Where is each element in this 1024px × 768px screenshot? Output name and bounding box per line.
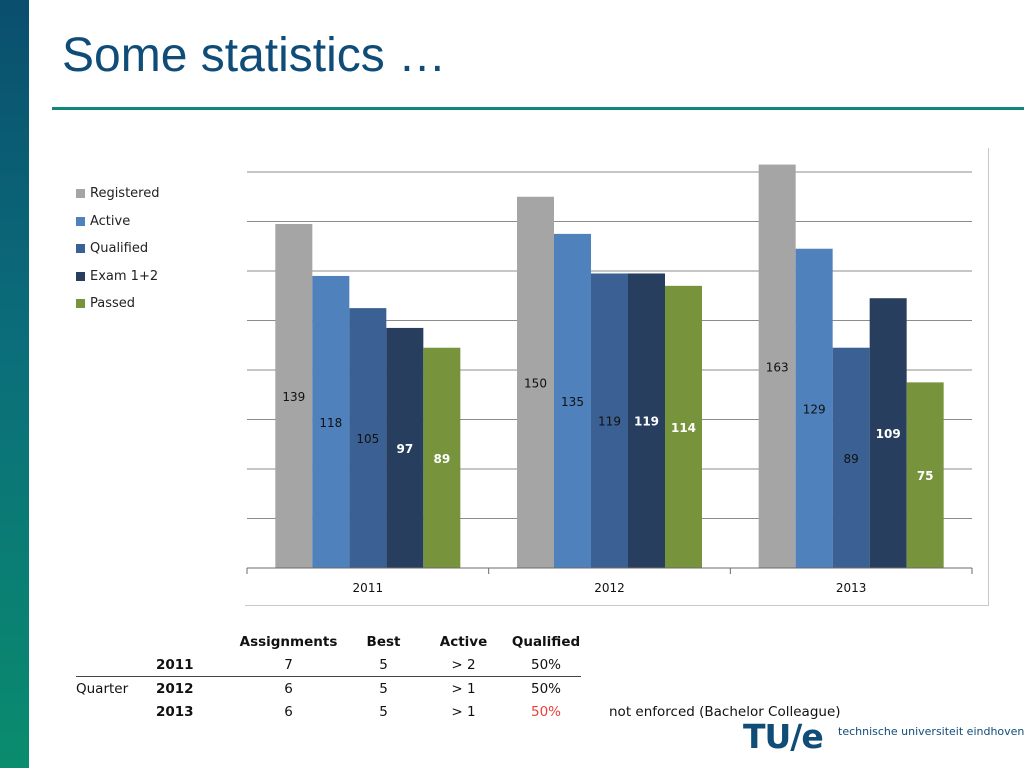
header-spacer bbox=[156, 630, 226, 653]
row-year: 2013 bbox=[156, 703, 194, 720]
header-assignments: Assignments bbox=[239, 633, 338, 650]
bar bbox=[758, 164, 796, 568]
header-qualified: Qualified bbox=[511, 633, 581, 650]
header-spacer bbox=[76, 630, 156, 653]
bar bbox=[795, 248, 833, 568]
bar bbox=[906, 382, 944, 568]
legend-item: Registered bbox=[76, 180, 160, 208]
cell-assignments: 7 bbox=[226, 653, 351, 677]
legend-label: Registered bbox=[90, 186, 160, 202]
data-label: 139 bbox=[282, 390, 305, 404]
table-row: Quarter 2012 6 5 > 1 50% bbox=[76, 677, 841, 701]
bar bbox=[275, 223, 313, 568]
cell-active: > 1 bbox=[451, 680, 476, 697]
legend-item: Active bbox=[76, 208, 160, 236]
cell-qualified-highlight: 50% bbox=[530, 703, 561, 720]
bar bbox=[832, 347, 870, 568]
x-tick-label: 2013 bbox=[836, 581, 867, 595]
cell-best: 5 bbox=[351, 653, 416, 677]
title-divider bbox=[52, 107, 1024, 110]
cell-active: > 1 bbox=[451, 703, 476, 720]
cell-active: > 2 bbox=[416, 653, 511, 677]
data-label: 150 bbox=[524, 376, 547, 390]
data-label: 75 bbox=[917, 469, 934, 483]
header-best: Best bbox=[366, 633, 401, 650]
legend-label: Passed bbox=[90, 296, 136, 312]
row-label-empty bbox=[76, 700, 156, 723]
data-label: 119 bbox=[634, 415, 659, 429]
cell-best: 5 bbox=[379, 703, 388, 720]
cell-qualified: 50% bbox=[511, 653, 581, 677]
header-active: Active bbox=[439, 633, 488, 650]
cell-qualified: 50% bbox=[530, 680, 561, 697]
x-tick-label: 2011 bbox=[353, 581, 384, 595]
data-label: 89 bbox=[844, 452, 859, 466]
row-year: 2011 bbox=[156, 653, 226, 677]
legend-label: Active bbox=[90, 213, 131, 229]
data-label: 109 bbox=[876, 427, 901, 441]
bar bbox=[665, 285, 702, 568]
data-label: 135 bbox=[561, 395, 584, 409]
row-label-empty bbox=[76, 653, 156, 677]
bar bbox=[386, 327, 424, 568]
cell-note bbox=[581, 653, 841, 677]
cell-assignments: 6 bbox=[284, 680, 293, 697]
header-spacer bbox=[581, 630, 841, 653]
legend-label: Qualified bbox=[90, 241, 149, 257]
data-label: 114 bbox=[671, 421, 696, 435]
legend-swatch bbox=[76, 299, 85, 309]
data-label: 105 bbox=[356, 432, 379, 446]
table-row: 2011 7 5 > 2 50% bbox=[76, 653, 841, 677]
bar bbox=[517, 196, 554, 568]
slide-title: Some statistics … bbox=[62, 29, 447, 82]
bar bbox=[591, 273, 628, 568]
chart-frame: 139 118 105 97 89 2011 150 135 119 119 114 2012 163 1… bbox=[245, 148, 989, 606]
cell-note: not enforced (Bachelor Colleague) bbox=[609, 703, 841, 720]
legend-swatch bbox=[76, 271, 85, 281]
bar bbox=[312, 275, 350, 568]
data-label: 119 bbox=[598, 415, 621, 429]
chart-legend: Registered Active Qualified Exam 1+2 Passed bbox=[76, 180, 160, 318]
legend-item: Exam 1+2 bbox=[76, 263, 160, 291]
row-year: 2012 bbox=[156, 680, 194, 697]
table-row: 2013 6 5 > 1 50% not enforced (Bachelor … bbox=[76, 700, 841, 723]
legend-swatch bbox=[76, 244, 85, 254]
data-label: 89 bbox=[433, 452, 450, 466]
quarter-stats-table: Assignments Best Active Qualified 2011 7… bbox=[76, 630, 841, 723]
data-label: 97 bbox=[396, 442, 413, 456]
row-group-label: Quarter bbox=[76, 680, 129, 697]
bar bbox=[628, 273, 665, 568]
tue-logo-text: technische universiteit eindhoven bbox=[838, 725, 1024, 738]
cell-assignments: 6 bbox=[284, 703, 293, 720]
legend-item: Passed bbox=[76, 290, 160, 318]
tue-logo-mark: TU/e bbox=[743, 717, 824, 756]
bar bbox=[869, 298, 907, 568]
bar-chart: 139 118 105 97 89 2011 150 135 119 119 114 2012 163 1… bbox=[246, 164, 973, 595]
bar bbox=[423, 347, 461, 568]
bar bbox=[554, 233, 591, 568]
cell-note bbox=[581, 677, 841, 701]
data-label: 129 bbox=[803, 402, 826, 416]
table-header-row: Assignments Best Active Qualified bbox=[76, 630, 841, 653]
data-label: 118 bbox=[319, 416, 342, 430]
cell-best: 5 bbox=[379, 680, 388, 697]
data-label: 163 bbox=[766, 360, 789, 374]
legend-swatch bbox=[76, 216, 85, 226]
x-tick-label: 2012 bbox=[594, 581, 625, 595]
bar bbox=[349, 308, 387, 568]
legend-item: Qualified bbox=[76, 235, 160, 263]
legend-label: Exam 1+2 bbox=[90, 268, 159, 284]
side-accent-bar bbox=[0, 0, 29, 768]
legend-swatch bbox=[76, 189, 85, 199]
